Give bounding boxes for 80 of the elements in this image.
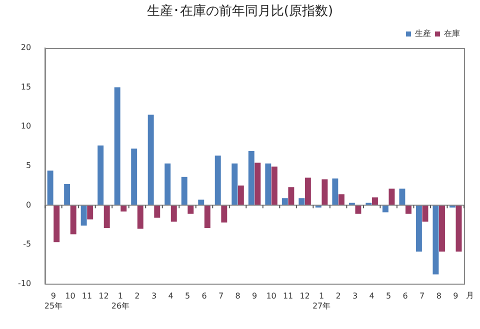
bar bbox=[248, 150, 254, 206]
bar bbox=[214, 156, 221, 206]
x-tick-label: 2 bbox=[134, 292, 140, 301]
x-tick-label: 8 bbox=[436, 292, 442, 301]
bar bbox=[98, 145, 104, 206]
x-tick-label: 7 bbox=[420, 292, 425, 301]
bar bbox=[87, 205, 94, 220]
bar bbox=[355, 205, 362, 214]
legend-label: 在庫 bbox=[444, 29, 460, 38]
chart-title: 生産･在庫の前年同月比(原指数) bbox=[146, 3, 334, 21]
bar bbox=[388, 188, 395, 206]
bar bbox=[432, 205, 439, 274]
x-tick-label: 7 bbox=[218, 292, 224, 301]
y-tick-label: 10 bbox=[20, 122, 32, 131]
bar bbox=[148, 114, 154, 206]
bar bbox=[64, 184, 70, 206]
x-tick-label: 2 bbox=[336, 292, 341, 301]
x-tick-label: 5 bbox=[184, 292, 190, 301]
bar bbox=[204, 205, 210, 228]
x-axis-title: 月 bbox=[466, 290, 474, 300]
bar bbox=[439, 205, 445, 252]
bar bbox=[54, 205, 60, 242]
x-tick-label: 9 bbox=[453, 292, 458, 301]
y-tick-label: 15 bbox=[20, 82, 32, 92]
bar bbox=[221, 205, 228, 222]
bar bbox=[322, 179, 328, 206]
bar bbox=[238, 186, 244, 206]
bar bbox=[181, 176, 188, 206]
bar bbox=[188, 205, 194, 214]
bar bbox=[47, 170, 54, 206]
x-tick-label: 11 bbox=[282, 292, 294, 301]
bar bbox=[80, 205, 87, 226]
x-tick-label: 9 bbox=[252, 292, 258, 301]
bar bbox=[406, 205, 412, 214]
bar bbox=[137, 205, 144, 229]
bar bbox=[114, 87, 120, 206]
bar bbox=[399, 188, 406, 206]
x-tick-label: 10 bbox=[65, 292, 76, 301]
bar bbox=[254, 162, 261, 206]
bar bbox=[104, 205, 110, 228]
x-tick-label: 6 bbox=[402, 292, 408, 301]
bar bbox=[416, 205, 422, 252]
bar bbox=[332, 178, 338, 206]
y-tick-label: -5 bbox=[23, 240, 32, 249]
bar bbox=[120, 205, 127, 212]
bar bbox=[304, 178, 311, 206]
bar bbox=[288, 187, 294, 206]
x-tick-label: 5 bbox=[386, 292, 392, 301]
bar bbox=[265, 164, 272, 206]
legend-label: 生産 bbox=[415, 29, 431, 38]
x-tick-label: 1 26年 bbox=[111, 292, 130, 310]
x-tick-label: 11 bbox=[82, 292, 92, 301]
bar bbox=[232, 164, 238, 206]
x-tick-label: 1 27年 bbox=[312, 292, 331, 310]
x-tick-label: 3 bbox=[352, 292, 358, 301]
x-tick-label: 6 bbox=[202, 292, 207, 301]
bar bbox=[298, 198, 305, 206]
bar bbox=[271, 166, 278, 206]
x-tick-label: 4 bbox=[168, 292, 174, 301]
x-tick-label: 4 bbox=[369, 292, 374, 301]
y-tick-label: 5 bbox=[26, 160, 32, 170]
bar bbox=[198, 200, 204, 206]
x-tick-label: 12 bbox=[300, 292, 310, 301]
x-tick-label: 12 bbox=[98, 292, 109, 301]
bar bbox=[170, 205, 177, 222]
x-tick-label: 10 bbox=[266, 292, 276, 301]
bar bbox=[338, 194, 344, 206]
y-tick-label: 20 bbox=[20, 43, 32, 52]
bar bbox=[456, 205, 462, 252]
x-tick-label: 3 bbox=[151, 292, 157, 301]
bar bbox=[131, 148, 138, 206]
x-tick-label: 8 bbox=[235, 292, 240, 301]
x-tick-label: 9 25年 bbox=[44, 292, 63, 310]
bar bbox=[164, 164, 171, 206]
y-tick-label: -10 bbox=[18, 278, 32, 288]
bar bbox=[154, 205, 160, 218]
bar bbox=[382, 205, 388, 212]
bar bbox=[282, 198, 288, 206]
bar bbox=[70, 205, 76, 234]
y-tick-label: 0 bbox=[26, 200, 32, 210]
